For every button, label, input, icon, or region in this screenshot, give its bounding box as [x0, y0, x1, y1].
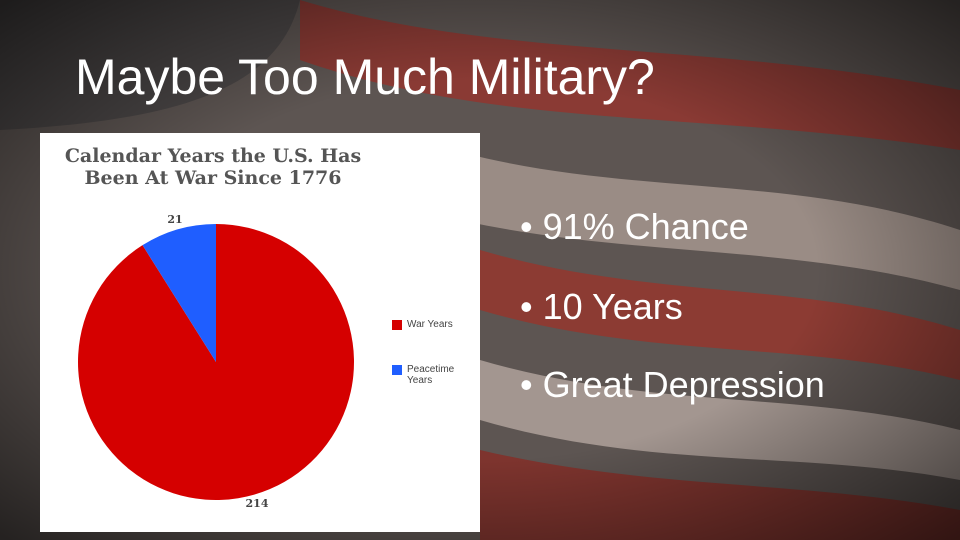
pie-slice [142, 224, 216, 362]
legend-swatch [392, 320, 402, 330]
data-label: 21 [167, 213, 182, 226]
bullet: Great Depression [520, 364, 825, 406]
chart-title: Calendar Years the U.S. Has Been At War … [64, 145, 362, 189]
legend-label: War Years [407, 319, 453, 330]
chart-panel: 214 21 Calendar Years the U.S. Has Been A… [40, 133, 480, 532]
legend-swatch [392, 365, 402, 375]
bullet: 10 Years [520, 286, 683, 328]
bullet: 91% Chance [520, 206, 749, 248]
legend-label: Peacetime Years [407, 364, 455, 386]
data-label: 214 [246, 497, 269, 510]
pie-chart: 214 21 [77, 213, 402, 510]
slide-title: Maybe Too Much Military? [75, 49, 655, 105]
